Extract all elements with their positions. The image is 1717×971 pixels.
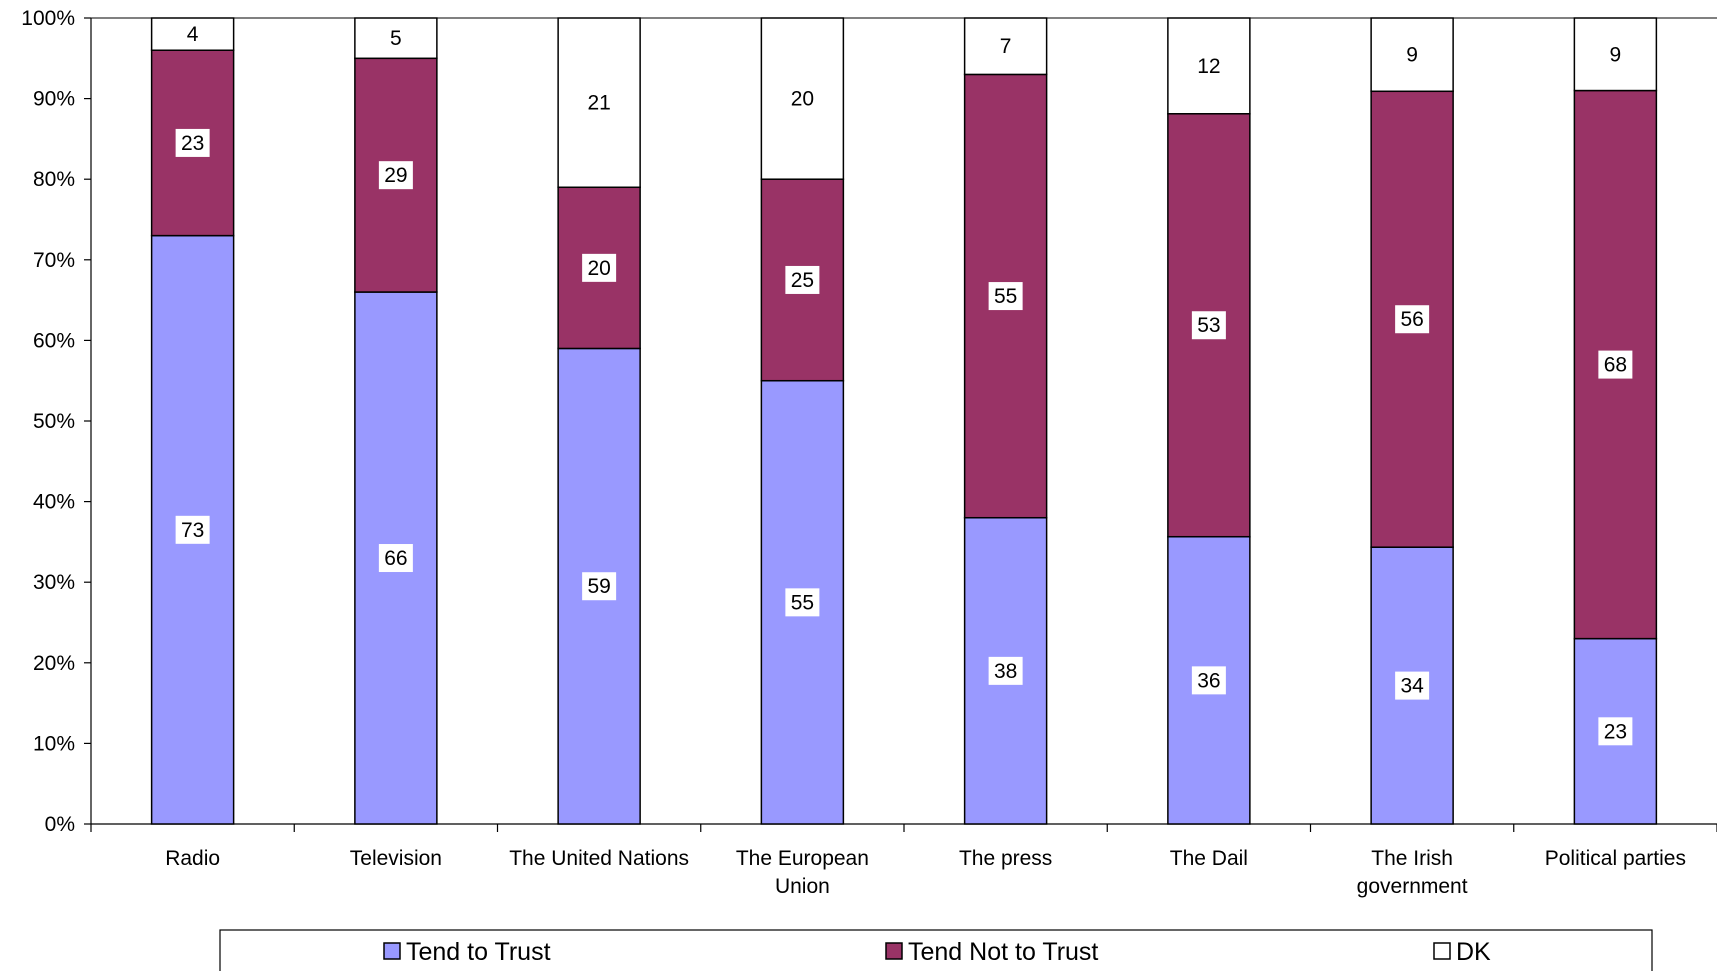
value-label-bg [1191, 666, 1226, 695]
value-label: 29 [384, 164, 407, 187]
value-label-bg [785, 265, 820, 294]
value-label: 4 [187, 23, 199, 46]
value-label: 20 [587, 257, 610, 280]
value-label-bg [1598, 350, 1633, 379]
value-label: 68 [1604, 354, 1627, 377]
x-category-label: The Dail [1170, 847, 1248, 870]
x-category-label: The European Union [736, 847, 869, 898]
legend-label: DK [1456, 938, 1491, 966]
value-label-bg [1395, 305, 1430, 334]
value-label: 9 [1406, 44, 1418, 67]
value-label: 25 [791, 269, 814, 292]
x-category-label: Radio [165, 847, 220, 870]
value-label: 66 [384, 547, 407, 570]
y-tick-label: 50% [33, 410, 75, 433]
value-label: 7 [1000, 35, 1012, 58]
value-label-bg [175, 515, 210, 544]
value-label-bg [988, 656, 1023, 685]
value-label-bg [1604, 40, 1627, 69]
value-label-bg [378, 161, 413, 190]
value-label-bg [378, 544, 413, 573]
value-label: 55 [994, 285, 1017, 308]
value-label: 12 [1197, 55, 1220, 78]
legend-swatch [1433, 942, 1451, 960]
x-category-label: The Irish government [1357, 847, 1468, 898]
value-label-bg [181, 20, 204, 49]
value-label-bg [1598, 717, 1633, 746]
y-tick-label: 90% [33, 88, 75, 111]
legend-label: Tend to Trust [406, 938, 551, 966]
legend: Tend to Trust Tend Not to Trust DK [219, 929, 1653, 971]
x-category-label: The United Nations [509, 847, 689, 870]
value-label: 59 [587, 575, 610, 598]
x-axis: Radio Television The United Nations The Eur… [90, 823, 1717, 898]
value-labels: 73 23 4 66 29 5 59 20 21 55 25 20 38 55 7 36 53 12 34 56 9 23… [175, 20, 1633, 746]
value-label: 23 [1604, 720, 1627, 743]
value-label-bg [1395, 671, 1430, 700]
value-label: 38 [994, 660, 1017, 683]
value-label-bg [175, 128, 210, 157]
y-tick-label: 60% [33, 329, 75, 352]
value-label-bg [785, 84, 820, 113]
value-label: 21 [587, 92, 610, 115]
value-label-bg [1401, 40, 1424, 69]
value-label: 20 [791, 88, 814, 111]
x-category-label: The press [959, 847, 1052, 870]
value-label: 73 [181, 519, 204, 542]
y-tick-label: 100% [21, 7, 75, 30]
value-label-bg [1191, 311, 1226, 340]
x-category-label: Political parties [1545, 847, 1686, 870]
y-tick-label: 10% [33, 732, 75, 755]
value-label-bg [988, 282, 1023, 311]
value-label: 34 [1400, 675, 1424, 698]
y-tick-label: 0% [45, 813, 75, 836]
legend-swatch [885, 942, 903, 960]
legend-label: Tend Not to Trust [908, 938, 1098, 966]
y-tick-label: 70% [33, 249, 75, 272]
legend-box [219, 929, 1653, 971]
value-label: 36 [1197, 669, 1220, 692]
y-axis: 0% 10% 20% 30% 40% 50% 60% 70% 80% 90% 100% [21, 7, 1717, 836]
value-label: 23 [181, 132, 204, 155]
value-label-bg [582, 253, 617, 282]
value-label: 53 [1197, 314, 1220, 337]
legend-swatch [383, 942, 401, 960]
value-label: 55 [791, 591, 814, 614]
value-label-bg [582, 572, 617, 601]
y-tick-label: 80% [33, 168, 75, 191]
value-label-bg [994, 32, 1017, 61]
y-tick-label: 40% [33, 491, 75, 514]
value-label-bg [582, 88, 617, 117]
value-label-bg [785, 588, 820, 617]
y-tick-label: 20% [33, 652, 75, 675]
x-category-label: Television [350, 847, 442, 870]
value-label: 9 [1610, 43, 1622, 66]
value-label-bg [1191, 51, 1226, 80]
bar-segment [150, 49, 235, 237]
value-label-bg [384, 24, 407, 53]
value-label: 5 [390, 27, 402, 50]
y-tick-label: 30% [33, 571, 75, 594]
bars [150, 17, 1658, 825]
value-label: 56 [1400, 308, 1423, 331]
